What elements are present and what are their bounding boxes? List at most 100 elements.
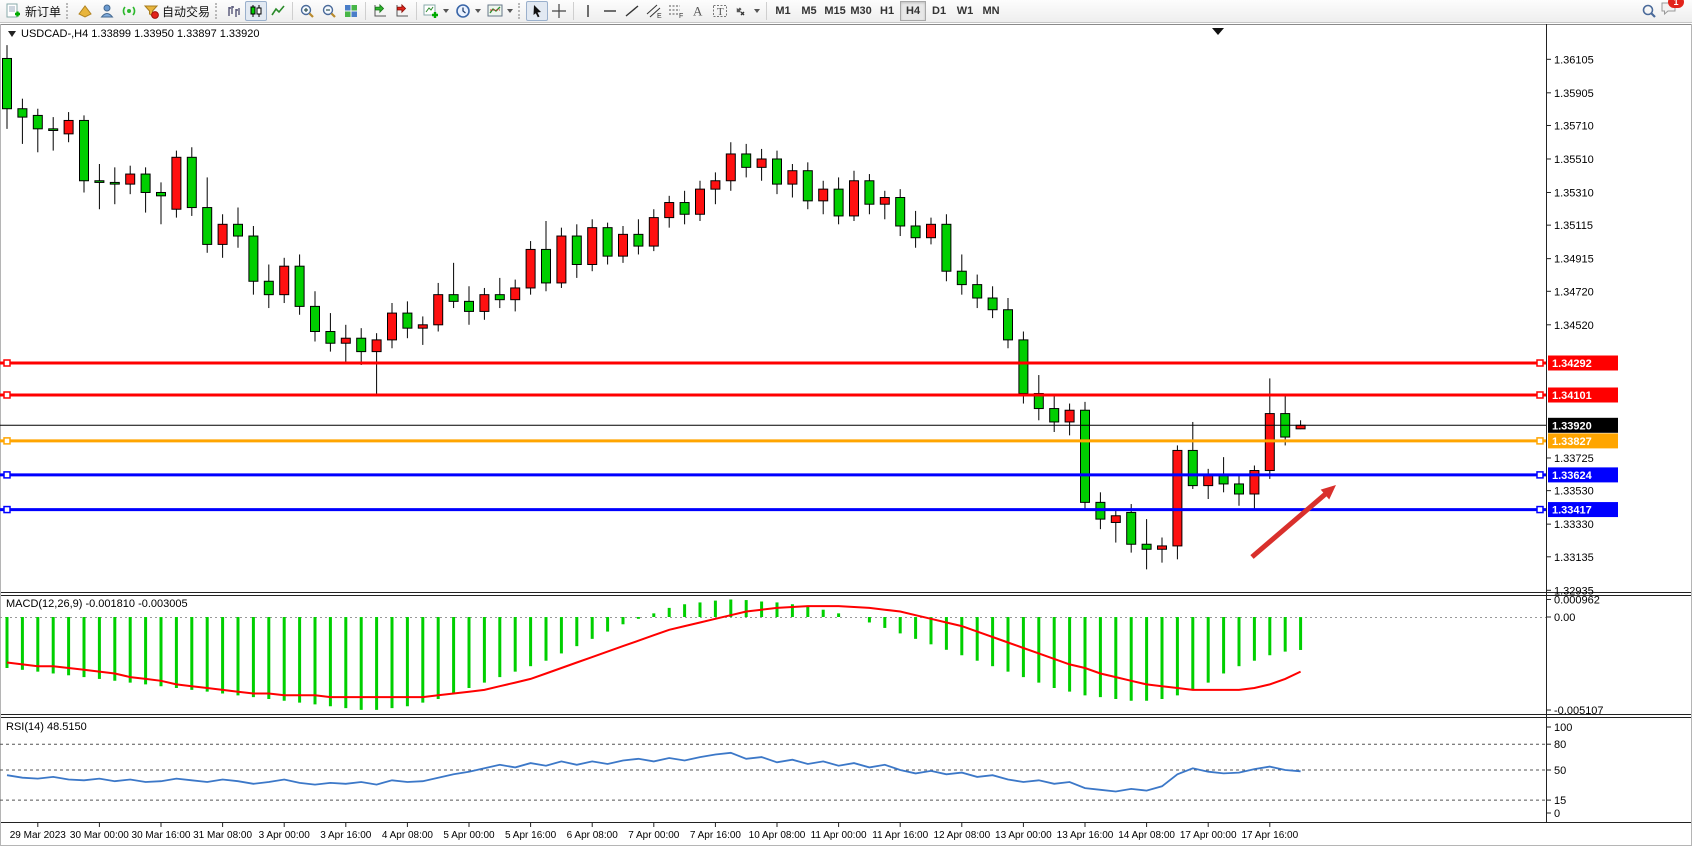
svg-text:6 Apr 08:00: 6 Apr 08:00 (567, 830, 619, 841)
text-label-icon: T (713, 5, 728, 18)
cursor-button[interactable] (526, 1, 549, 21)
svg-text:1.35115: 1.35115 (1554, 220, 1593, 232)
macd-indicator-label: MACD(12,26,9) -0.001810 -0.003005 (6, 598, 188, 610)
svg-text:12 Apr 08:00: 12 Apr 08:00 (933, 830, 990, 841)
candles-layer (2, 45, 1306, 570)
svg-text:5 Apr 00:00: 5 Apr 00:00 (443, 830, 495, 841)
chat-button[interactable]: 1 (1660, 0, 1684, 22)
tf-button-mn[interactable]: MN (982, 5, 1000, 17)
toolbar-separator (365, 2, 367, 20)
line-chart-icon (271, 5, 285, 16)
svg-text:1.34915: 1.34915 (1554, 254, 1594, 266)
tf-button-m1[interactable]: M1 (775, 5, 791, 17)
tf-button-d1[interactable]: D1 (932, 5, 947, 17)
svg-text:E: E (657, 13, 662, 19)
svg-text:1.33920: 1.33920 (1552, 420, 1592, 432)
market-button[interactable] (74, 1, 96, 21)
svg-text:100: 100 (1554, 722, 1572, 734)
vertical-line-button[interactable] (577, 1, 599, 21)
svg-text:17 Apr 00:00: 17 Apr 00:00 (1180, 830, 1237, 841)
arrows-icon (736, 7, 745, 16)
tf-button-w1[interactable]: W1 (956, 5, 974, 17)
text-icon: A (693, 4, 703, 19)
pane-borders (0, 24, 1692, 846)
zoom-in-icon (300, 4, 314, 18)
fibonacci-icon: F (669, 5, 683, 19)
svg-text:80: 80 (1554, 739, 1566, 751)
svg-text:-0.005107: -0.005107 (1554, 705, 1604, 717)
svg-text:0.000962: 0.000962 (1554, 594, 1600, 606)
svg-text:11 Apr 16:00: 11 Apr 16:00 (872, 830, 928, 841)
zoom-out-button[interactable] (318, 1, 340, 21)
chart-shift-button[interactable] (391, 1, 413, 21)
search-icon (1642, 4, 1656, 18)
horizontal-line-button[interactable] (599, 1, 621, 21)
search-button[interactable] (1638, 1, 1660, 21)
autotrading-button[interactable]: 自动交易 (140, 1, 213, 21)
community-button[interactable] (96, 1, 118, 21)
svg-text:13 Apr 16:00: 13 Apr 16:00 (1057, 830, 1114, 841)
svg-text:0: 0 (1554, 808, 1560, 820)
svg-text:1.35510: 1.35510 (1554, 154, 1594, 166)
tf-button-h1[interactable]: H1 (880, 5, 895, 17)
symbol-menu-icon[interactable] (8, 31, 16, 37)
text-label-button[interactable]: T (709, 1, 731, 21)
chart-candles-button[interactable] (245, 1, 268, 21)
chart-line-button[interactable] (267, 1, 289, 21)
tf-button-h4[interactable]: H4 (900, 1, 927, 21)
text-button[interactable]: A (687, 1, 709, 21)
channel-icon: E (646, 4, 662, 19)
svg-text:7 Apr 00:00: 7 Apr 00:00 (628, 830, 680, 841)
horizontal-line-icon (604, 10, 617, 12)
crosshair-button[interactable] (548, 1, 570, 21)
hlines-layer (0, 359, 1546, 514)
autoscroll-button[interactable] (369, 1, 391, 21)
templates-button[interactable] (484, 1, 516, 21)
svg-text:7 Apr 16:00: 7 Apr 16:00 (690, 830, 742, 841)
svg-text:T: T (717, 6, 724, 18)
period-button[interactable] (452, 1, 484, 21)
toolbar-separator (416, 2, 418, 20)
arrows-button[interactable] (731, 1, 763, 21)
svg-text:A: A (693, 4, 703, 19)
time-axis[interactable]: 29 Mar 2023 30 Mar 00:00 30 Mar 16:00 31 Ma… (10, 822, 1299, 841)
signals-icon (122, 6, 136, 16)
svg-text:3 Apr 16:00: 3 Apr 16:00 (320, 830, 372, 841)
svg-text:17 Apr 16:00: 17 Apr 16:00 (1241, 830, 1298, 841)
dropdown-caret (475, 9, 482, 13)
new-order-button[interactable]: 新订单 (3, 1, 64, 21)
toolbar-separator (766, 2, 768, 20)
new-chart-button[interactable] (420, 1, 452, 21)
toolbar-separator (573, 2, 575, 20)
trendline-button[interactable] (621, 1, 643, 21)
toolbar-grip (215, 3, 221, 19)
dropdown-caret (507, 9, 514, 13)
fibonacci-button[interactable]: F (665, 1, 687, 21)
svg-text:4 Apr 08:00: 4 Apr 08:00 (382, 830, 434, 841)
svg-text:5 Apr 16:00: 5 Apr 16:00 (505, 830, 557, 841)
tf-button-m15[interactable]: M15 (824, 5, 846, 17)
new-order-label: 新订单 (25, 4, 62, 19)
signals-button[interactable] (118, 1, 140, 21)
zoom-out-icon (322, 4, 336, 18)
svg-text:1.33417: 1.33417 (1552, 505, 1592, 517)
svg-text:50: 50 (1554, 765, 1566, 777)
svg-text:1.33530: 1.33530 (1554, 486, 1594, 498)
svg-text:10 Apr 08:00: 10 Apr 08:00 (749, 830, 806, 841)
svg-text:1.33135: 1.33135 (1554, 552, 1594, 564)
tf-button-m30[interactable]: M30 (850, 5, 872, 17)
crosshair-icon (552, 4, 567, 18)
tile-windows-button[interactable] (340, 1, 362, 21)
template-chart-icon (487, 4, 503, 17)
equidistant-channel-button[interactable]: E (643, 1, 665, 21)
svg-text:1.34520: 1.34520 (1554, 320, 1594, 332)
zoom-in-button[interactable] (296, 1, 318, 21)
price-axis[interactable]: 1.36105 1.35905 1.35710 1.35510 1.35310 1.351… (1546, 24, 1618, 822)
chart-bars-button[interactable] (223, 1, 245, 21)
toolbar-separator (292, 2, 294, 20)
macd-signal-line (6, 605, 1302, 699)
autoscroll-icon (374, 3, 387, 17)
vertical-line-icon (587, 5, 589, 17)
tf-button-m5[interactable]: M5 (801, 5, 817, 17)
